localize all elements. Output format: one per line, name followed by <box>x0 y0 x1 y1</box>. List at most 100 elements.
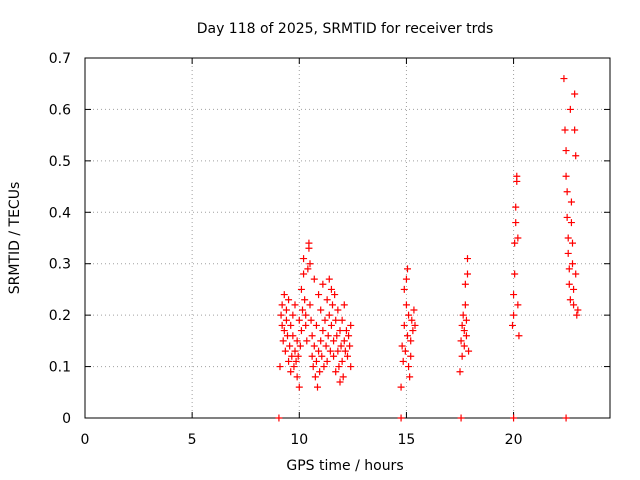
y-tick-label: 0.1 <box>49 360 71 376</box>
data-point <box>456 368 464 376</box>
data-point <box>411 321 419 329</box>
data-point <box>562 414 570 422</box>
data-point <box>330 352 338 360</box>
data-point <box>560 75 568 83</box>
data-point <box>293 337 301 345</box>
data-point <box>296 342 304 350</box>
data-point <box>301 296 309 304</box>
data-point <box>571 126 579 134</box>
data-point <box>574 306 582 314</box>
data-point <box>331 291 339 299</box>
data-point <box>341 347 349 355</box>
data-point <box>302 321 310 329</box>
data-point <box>329 301 336 309</box>
plot-area-border <box>84 57 611 419</box>
data-point <box>457 337 465 345</box>
data-point <box>308 352 316 360</box>
data-point <box>404 332 411 340</box>
data-point <box>562 147 570 155</box>
data-point <box>275 414 283 422</box>
data-point <box>342 327 350 335</box>
data-point <box>462 332 470 340</box>
data-point <box>401 347 409 355</box>
data-point <box>566 105 574 113</box>
data-point <box>410 306 418 314</box>
data-point <box>325 311 333 319</box>
y-tick-label: 0.5 <box>49 154 71 170</box>
data-point <box>511 239 519 247</box>
data-point <box>510 291 518 299</box>
data-point <box>400 321 408 329</box>
data-point <box>300 270 308 278</box>
data-point <box>295 316 303 324</box>
data-point <box>326 347 334 355</box>
data-point <box>317 306 325 314</box>
data-point <box>397 383 405 391</box>
data-point <box>327 321 335 329</box>
data-point <box>290 363 298 371</box>
data-point <box>402 275 410 283</box>
data-point <box>291 347 299 355</box>
data-point <box>335 363 343 371</box>
data-point <box>337 342 345 350</box>
x-tick-label: 20 <box>505 432 523 448</box>
x-tick-label: 0 <box>81 432 90 448</box>
data-point <box>316 368 324 376</box>
data-point <box>300 255 308 263</box>
data-point <box>461 301 469 309</box>
data-point <box>295 383 303 391</box>
data-point <box>397 414 405 422</box>
data-point <box>306 301 314 309</box>
data-point <box>279 337 287 345</box>
data-point <box>305 244 313 252</box>
data-point <box>563 188 571 196</box>
x-tick-label: 10 <box>290 432 308 448</box>
data-point <box>325 275 333 283</box>
data-point <box>333 332 341 340</box>
data-point <box>515 332 523 340</box>
data-point <box>278 301 286 309</box>
data-point <box>564 249 572 257</box>
data-point <box>311 373 319 381</box>
data-point <box>334 347 342 355</box>
data-point <box>404 265 411 273</box>
data-point <box>458 321 466 329</box>
data-point <box>572 152 580 160</box>
data-point <box>563 213 571 221</box>
data-point <box>564 234 572 242</box>
data-point <box>408 316 416 324</box>
data-point <box>510 414 518 422</box>
data-point <box>407 352 415 360</box>
data-point <box>317 337 325 345</box>
data-point <box>289 332 297 340</box>
data-point <box>460 342 468 350</box>
data-point <box>512 219 520 227</box>
data-point <box>289 311 297 319</box>
x-tick-label: 15 <box>398 432 416 448</box>
data-point <box>287 368 295 376</box>
data-point <box>294 352 302 360</box>
data-point <box>514 301 522 309</box>
data-point <box>307 316 315 324</box>
x-tick-label: 5 <box>188 432 197 448</box>
data-point <box>511 270 519 278</box>
data-point <box>460 327 468 335</box>
data-point <box>310 342 318 350</box>
data-point <box>405 363 413 371</box>
data-point <box>319 280 327 288</box>
data-point <box>570 285 578 293</box>
data-point <box>323 296 331 304</box>
data-point <box>327 285 335 293</box>
data-point <box>344 352 351 360</box>
y-tick-label: 0.3 <box>49 257 71 273</box>
y-tick-label: 0 <box>62 411 71 427</box>
data-point <box>309 363 317 371</box>
data-point <box>322 342 330 350</box>
data-point <box>572 270 580 278</box>
x-axis-label: GPS time / hours <box>286 458 403 474</box>
data-point <box>570 301 578 309</box>
y-tick-label: 0.4 <box>49 205 71 221</box>
data-point <box>459 311 467 319</box>
data-point <box>465 347 473 355</box>
